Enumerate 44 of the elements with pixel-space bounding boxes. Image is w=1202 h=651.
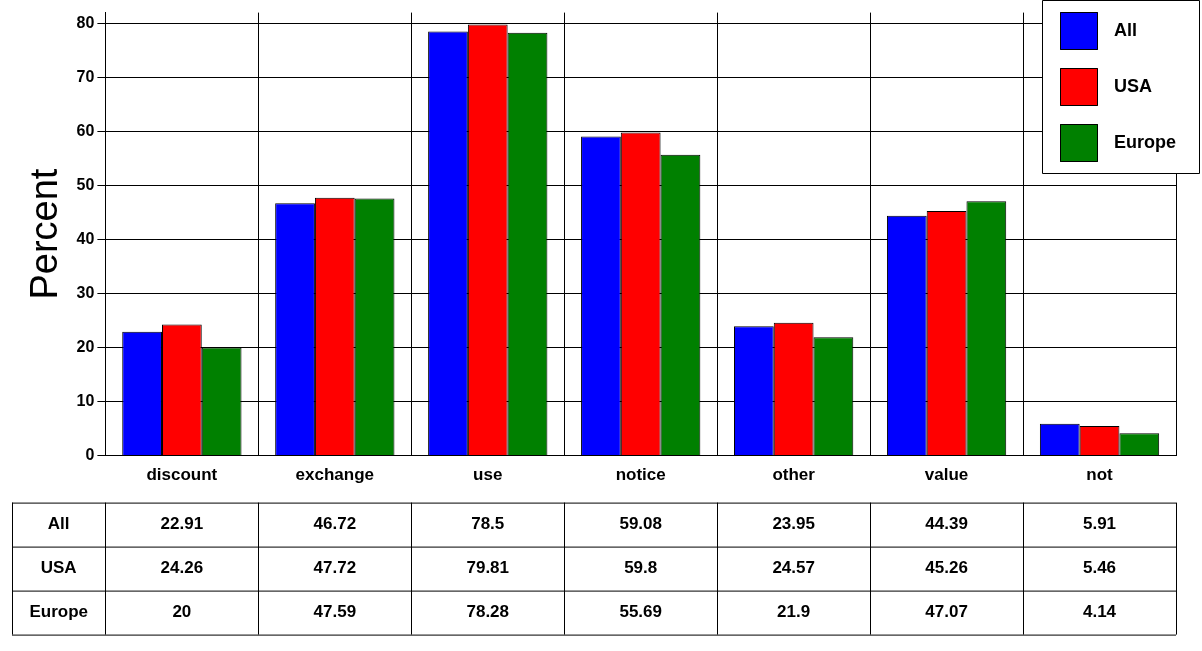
data-label: 22.91	[160, 514, 204, 534]
data-label: 47.07	[925, 602, 968, 622]
y-tick-label: 30	[76, 283, 95, 301]
x-tick-label: value	[924, 465, 969, 485]
y-tick-label: 60	[76, 121, 95, 139]
data-label: 59.08	[619, 514, 662, 534]
y-tick-label: 40	[76, 229, 95, 247]
x-tick-label: use	[473, 465, 503, 485]
x-tick-label: other	[772, 465, 816, 485]
data-label: 5.91	[1082, 514, 1117, 534]
data-label: 44.39	[925, 514, 968, 534]
y-axis-title: Percent	[23, 168, 66, 300]
data-label: 78.28	[466, 602, 510, 622]
legend-label: All	[1114, 19, 1138, 40]
data-label: 20	[172, 602, 192, 622]
legend-label: USA	[1114, 75, 1153, 96]
data-label: 4.14	[1082, 602, 1117, 622]
legend-label: Europe	[1114, 131, 1177, 152]
text: Europe	[29, 602, 88, 622]
data-label: 79.81	[466, 558, 510, 578]
data-label: 21.9	[777, 602, 811, 622]
data-label: 23.95	[772, 514, 815, 534]
y-tick-label: 20	[76, 337, 95, 355]
data-label: 24.26	[160, 558, 204, 578]
x-tick-label: discount	[146, 465, 218, 485]
text: USA	[40, 558, 77, 578]
y-tick-label: 80	[76, 13, 95, 31]
text: All	[47, 514, 70, 534]
x-tick-label: notice	[615, 465, 666, 485]
x-tick-label: not	[1086, 465, 1114, 485]
data-label: 24.57	[772, 558, 815, 578]
data-label: 59.8	[624, 558, 658, 578]
x-tick-label: exchange	[295, 465, 375, 485]
data-label: 78.5	[471, 514, 505, 534]
data-label: 47.59	[313, 602, 357, 622]
y-tick-label: 0	[85, 446, 95, 464]
data-label: 46.72	[313, 514, 357, 534]
data-label: 55.69	[619, 602, 662, 622]
data-label: 47.72	[313, 558, 357, 578]
y-tick-label: 50	[76, 175, 95, 193]
data-label: 45.26	[925, 558, 968, 578]
data-label: 5.46	[1082, 558, 1117, 578]
y-tick-label: 10	[76, 391, 95, 409]
y-tick-label: 70	[76, 67, 95, 85]
